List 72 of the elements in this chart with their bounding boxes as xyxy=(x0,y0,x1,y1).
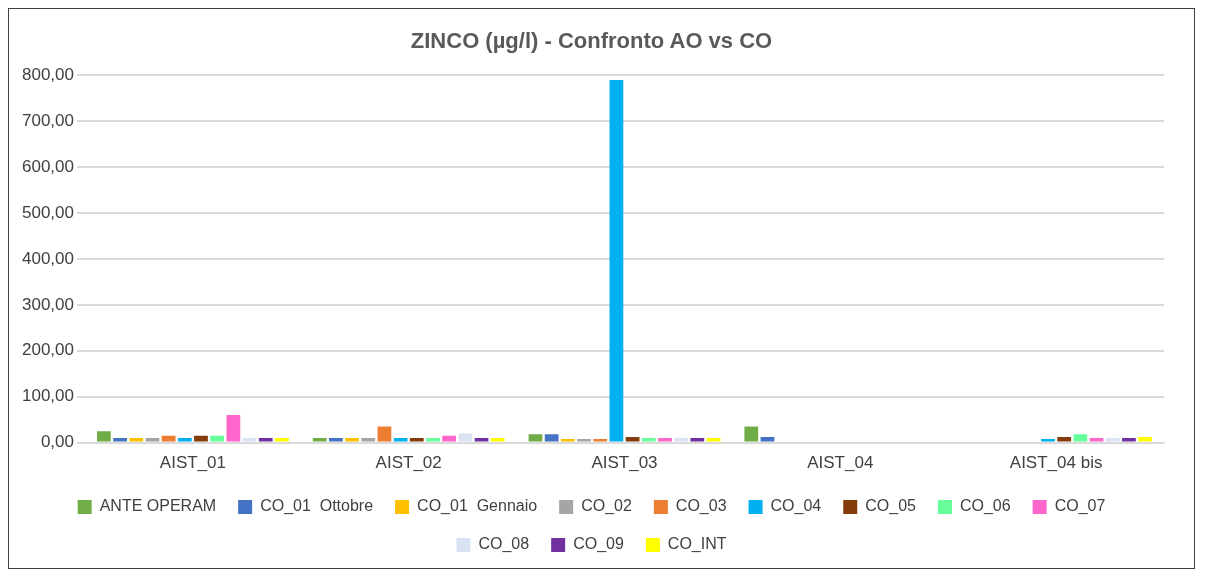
bar xyxy=(1138,437,1152,442)
bar xyxy=(258,438,273,442)
bar xyxy=(458,433,473,442)
bar xyxy=(226,415,241,442)
x-tick-label: AIST_03 xyxy=(591,453,658,473)
bar xyxy=(641,438,656,442)
bar xyxy=(393,438,408,442)
bar xyxy=(1041,438,1055,442)
bar xyxy=(328,438,343,442)
bar xyxy=(361,438,376,442)
bar xyxy=(760,437,775,442)
legend-label: ANTE OPERAM xyxy=(99,497,217,515)
legend-label: CO_08 xyxy=(478,535,530,554)
bar xyxy=(113,438,127,442)
bar xyxy=(474,438,489,442)
bar xyxy=(129,438,144,442)
bar xyxy=(210,435,225,442)
bar xyxy=(544,434,559,442)
legend-label: CO_09 xyxy=(573,535,624,554)
bar xyxy=(690,438,705,442)
y-tick-label: 0,00 xyxy=(40,432,74,452)
legend-label: CO_01 Ottobre xyxy=(260,497,374,516)
y-tick-label: 100,00 xyxy=(22,386,74,406)
bar xyxy=(1089,438,1104,442)
bar xyxy=(1122,438,1136,442)
bar xyxy=(577,438,591,442)
legend-label: CO_04 xyxy=(770,497,822,516)
bar xyxy=(194,435,208,442)
bar xyxy=(177,438,192,442)
bar xyxy=(312,438,327,442)
chart-title: ZINCO (µg/l) - Confronto AO vs CO xyxy=(410,28,773,54)
y-tick-label: 700,00 xyxy=(22,110,74,130)
bar xyxy=(658,438,672,442)
bar xyxy=(345,438,359,442)
legend-label: CO_INT xyxy=(667,535,727,554)
bar xyxy=(1057,437,1072,442)
bar xyxy=(609,79,624,442)
bar xyxy=(625,437,640,442)
bar xyxy=(97,431,111,442)
legend-label: CO_06 xyxy=(959,497,1011,516)
bar xyxy=(744,426,759,442)
bar xyxy=(409,438,424,442)
bar xyxy=(528,434,543,442)
legend-label: CO_01 Gennaio xyxy=(417,497,538,516)
bar xyxy=(1073,434,1088,442)
bar xyxy=(377,426,392,442)
legend-label: CO_07 xyxy=(1054,497,1106,516)
legend-label: CO_05 xyxy=(865,497,917,516)
bar xyxy=(706,438,721,442)
bar xyxy=(442,435,457,442)
bar xyxy=(490,438,505,442)
bar xyxy=(560,438,575,442)
bar xyxy=(1105,438,1120,442)
y-tick-label: 300,00 xyxy=(22,294,74,314)
x-tick-label: AIST_01 xyxy=(159,453,226,473)
bar xyxy=(145,438,160,442)
bar xyxy=(275,438,289,442)
y-tick-label: 200,00 xyxy=(22,340,74,360)
legend-label: CO_02 xyxy=(581,497,632,516)
y-tick-label: 500,00 xyxy=(22,202,74,222)
x-tick-label: AIST_02 xyxy=(375,453,442,473)
y-tick-label: 600,00 xyxy=(22,156,74,176)
bar xyxy=(674,438,689,442)
y-tick-label: 400,00 xyxy=(22,248,74,268)
bar xyxy=(242,438,257,442)
x-tick-label: AIST_04 xyxy=(807,453,874,473)
legend-label: CO_03 xyxy=(675,497,727,516)
y-tick-label: 800,00 xyxy=(22,65,74,85)
bar xyxy=(593,438,608,442)
x-tick-label: AIST_04 bis xyxy=(1009,453,1103,473)
bar xyxy=(426,438,440,442)
bar xyxy=(161,435,176,442)
